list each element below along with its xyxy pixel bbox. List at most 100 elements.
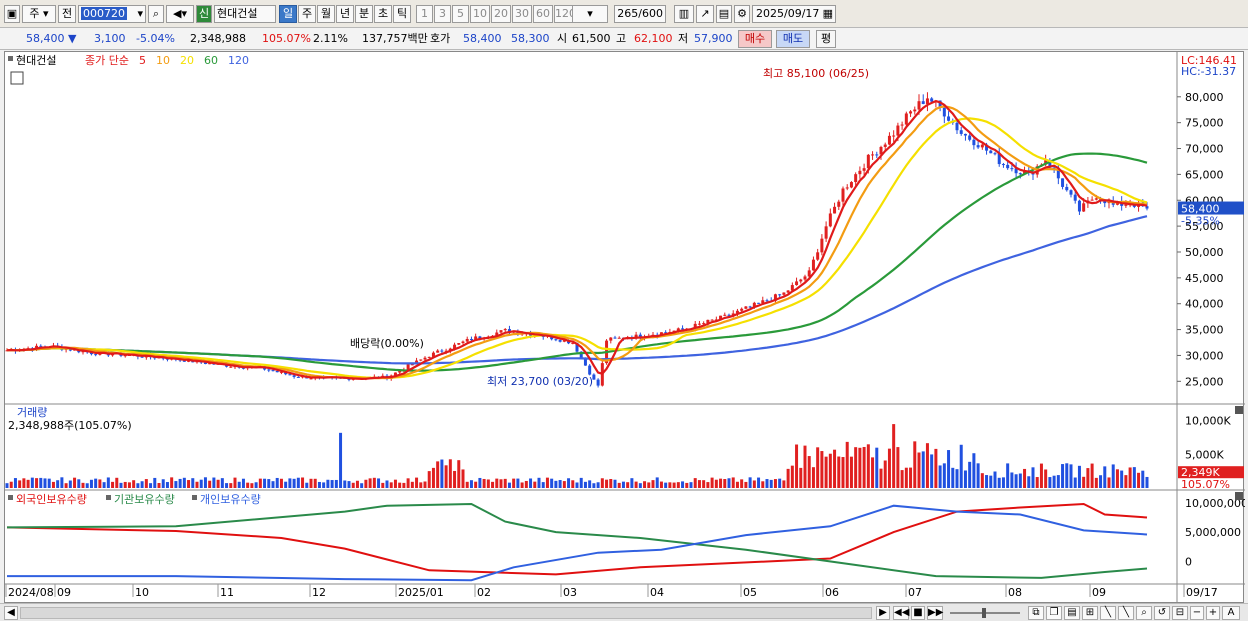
open-label: 시: [557, 32, 568, 45]
zoom-slider-handle[interactable]: [982, 608, 986, 618]
zoom-out-icon[interactable]: −: [1190, 606, 1204, 620]
interval-tab-60[interactable]: 60: [533, 5, 553, 23]
candle-body: [761, 300, 765, 304]
print-icon[interactable]: ▤: [1064, 606, 1080, 620]
zoom-region-icon[interactable]: ⊟: [1172, 606, 1188, 620]
volume-bar: [68, 480, 72, 488]
ask-value: 58,400: [463, 32, 502, 45]
eval-button[interactable]: 평: [816, 30, 836, 48]
volume-bar: [288, 478, 292, 488]
prev-button[interactable]: 전: [58, 5, 76, 23]
interval-tab-1[interactable]: 1: [416, 5, 433, 23]
sell-button[interactable]: 매도: [776, 30, 810, 48]
period-tab-6[interactable]: 틱: [393, 5, 411, 23]
volume-bar: [170, 477, 174, 488]
volume-bar: [393, 479, 397, 488]
volume-bar: [782, 480, 786, 488]
calendar-icon[interactable]: ▦: [822, 7, 833, 20]
stop-icon[interactable]: ■: [911, 606, 925, 620]
period-tab-3[interactable]: 년: [336, 5, 354, 23]
interval-tab-10[interactable]: 10: [470, 5, 490, 23]
layout-icon[interactable]: ⧉: [1028, 606, 1044, 620]
volume-bar: [499, 479, 503, 488]
scroll-left-icon[interactable]: ◀: [4, 606, 18, 620]
period-tab-2[interactable]: 월: [317, 5, 335, 23]
buy-button[interactable]: 매수: [738, 30, 772, 48]
period-tab-4[interactable]: 분: [355, 5, 373, 23]
date-field[interactable]: 2025/09/17 ▦: [752, 5, 836, 23]
candle-type-icon[interactable]: ▥: [674, 5, 694, 23]
candle-body: [752, 302, 756, 307]
candle-body: [271, 370, 275, 372]
magnify-icon[interactable]: ⌕: [1136, 606, 1152, 620]
volume-bar: [845, 441, 849, 488]
period-tab-1[interactable]: 주: [298, 5, 316, 23]
candle-body: [1090, 199, 1094, 201]
volume-bar: [144, 479, 148, 488]
trend-line-icon[interactable]: ╲: [1100, 606, 1116, 620]
measure-icon[interactable]: ⊞: [1082, 606, 1098, 620]
period-tab-0[interactable]: 일: [279, 5, 297, 23]
window-menu-icon[interactable]: ▣: [4, 5, 20, 23]
volume-bar: [26, 479, 30, 488]
interval-custom-select[interactable]: ▾: [572, 5, 608, 23]
volume-bar: [313, 478, 317, 488]
speaker-icon[interactable]: ◀▾: [166, 5, 194, 23]
search-icon[interactable]: ⌕: [148, 5, 164, 23]
volume-bar: [609, 479, 613, 488]
chevron-down-icon[interactable]: ▾: [137, 7, 143, 20]
trend-line-2-icon[interactable]: ╲: [1118, 606, 1134, 620]
volume-bar: [524, 480, 528, 488]
volume-bar: [427, 471, 431, 488]
font-size-icon[interactable]: A: [1222, 606, 1240, 620]
chart-area[interactable]: 80,000 75,000 70,000 65,000 60,000 55,000 50,0…: [4, 51, 1245, 604]
chart-svg[interactable]: 80,00075,00070,00065,00060,00055,00050,0…: [5, 52, 1245, 604]
market-select-value: 주: [29, 7, 40, 20]
period-tab-5[interactable]: 초: [374, 5, 392, 23]
candle-body: [782, 292, 786, 295]
high-label: 고: [616, 32, 627, 45]
zoom-in-icon[interactable]: +: [1206, 606, 1220, 620]
volume-bar: [322, 482, 326, 488]
interval-tab-3[interactable]: 3: [434, 5, 451, 23]
credit-badge[interactable]: 신: [196, 5, 212, 23]
rewind-icon[interactable]: ◀◀: [893, 606, 910, 620]
candle-body: [862, 168, 866, 171]
candle-body: [811, 259, 815, 271]
interval-tab-120[interactable]: 120: [554, 5, 576, 23]
candle-body: [1145, 206, 1149, 209]
volume-bar: [638, 483, 642, 488]
interval-tab-5[interactable]: 5: [452, 5, 469, 23]
scroll-right-icon[interactable]: ▶: [876, 606, 890, 620]
interval-tab-30[interactable]: 30: [512, 5, 532, 23]
volume-bar: [111, 481, 115, 488]
scroll-bar[interactable]: ◀ ▶ ◀◀ ■ ▶▶ ⧉ ❐ ▤ ⊞ ╲ ╲ ⌕ ↺ ⊟ − + A: [0, 603, 1248, 621]
volume-bar: [744, 481, 748, 488]
count-field[interactable]: 265/600: [614, 5, 666, 23]
forward-icon[interactable]: ▶▶: [927, 606, 944, 620]
volume-bar: [1048, 477, 1052, 488]
candle-body: [453, 344, 457, 349]
volume-bar: [250, 483, 254, 488]
copy-icon[interactable]: ❐: [1046, 606, 1062, 620]
volume-bar: [1006, 463, 1010, 488]
candle-body: [1048, 160, 1052, 168]
gear-icon[interactable]: ⚙: [734, 5, 750, 23]
volume-bar: [769, 479, 773, 488]
candle-body: [541, 335, 545, 337]
interval-tab-20[interactable]: 20: [491, 5, 511, 23]
candle-body: [824, 226, 828, 239]
volume-bar: [968, 461, 972, 488]
holding-legend-0: 외국인보유수량: [16, 493, 87, 506]
draw-tool-icon[interactable]: ↗: [696, 5, 714, 23]
volume-bar: [482, 478, 486, 488]
candle-body: [1065, 186, 1069, 191]
volume-bar: [233, 477, 237, 488]
stock-name-field[interactable]: 현대건설: [214, 5, 276, 23]
code-input[interactable]: 000720 ▾: [78, 5, 146, 23]
volume-bar: [824, 456, 828, 488]
market-select[interactable]: 주 ▾: [22, 5, 56, 23]
save-icon[interactable]: ▤: [716, 5, 732, 23]
scroll-track[interactable]: [20, 607, 872, 619]
reset-icon[interactable]: ↺: [1154, 606, 1170, 620]
